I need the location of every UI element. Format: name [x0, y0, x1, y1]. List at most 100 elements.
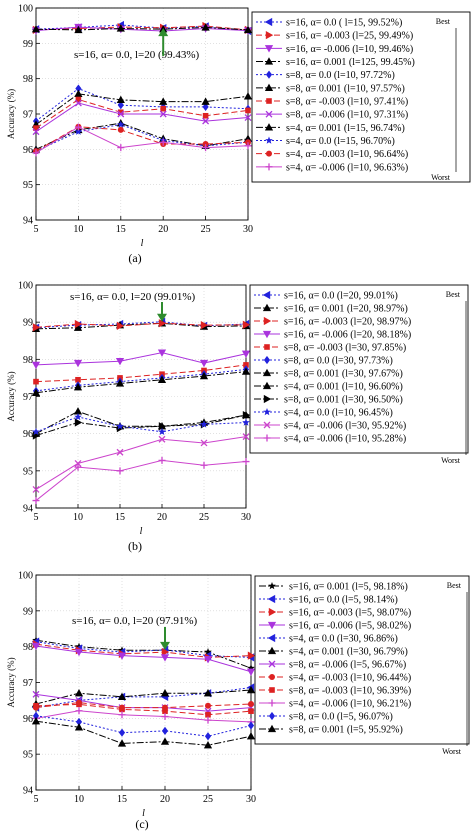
legend-label: s=4, α= -0.006 (l=10, 96.21%) — [289, 699, 411, 710]
legend-label: s=16, α= -0.003 (l=5, 98.07%) — [289, 608, 411, 619]
data-point — [118, 728, 126, 737]
data-point — [75, 376, 81, 383]
data-point — [204, 648, 212, 656]
data-point — [32, 690, 40, 698]
chart-panel-2: 94 95 96 97 98 99 100 5 10 15 20 25 30 l Accuracy (%) s… — [6, 571, 470, 831]
legend: s=16, α= 0.001 (l=5, 98.18%) s=16, α= 0.0… — [254, 575, 470, 756]
series-line — [35, 124, 249, 152]
annotation-text: s=16, α= 0.0, l=20 (97.91%) — [72, 615, 198, 627]
y-tick-label: 97 — [23, 392, 33, 403]
data-point — [32, 485, 40, 493]
legend-swatch-marker — [263, 316, 272, 326]
data-point — [75, 707, 83, 715]
data-point — [245, 107, 251, 114]
data-point — [74, 89, 83, 98]
series-line — [35, 410, 247, 435]
legend-label: s=8, α= 0.001 (l=5, 95.92%) — [289, 725, 403, 736]
data-point — [74, 723, 84, 731]
series-line — [35, 93, 249, 126]
legend-swatch-marker — [264, 344, 270, 350]
data-point — [115, 358, 125, 366]
series-line — [35, 126, 249, 152]
data-point — [32, 497, 40, 505]
legend-item: s=16, α= -0.006 (l=10, 99.46%) — [256, 44, 413, 55]
data-point — [116, 467, 124, 475]
x-tick-label: 25 — [201, 224, 211, 235]
panel-label: (c) — [135, 817, 148, 831]
legend-label: s=8, α= -0.003 (l=30, 97.85%) — [284, 343, 406, 354]
data-point — [31, 716, 41, 725]
data-point — [33, 125, 39, 131]
series-3 — [31, 642, 256, 676]
data-point — [73, 359, 83, 368]
legend-label: s=4, α= 0.0 (l=15, 96.70%) — [286, 136, 395, 147]
data-point — [116, 448, 124, 456]
legend-label: s=8, α= -0.003 (l=10, 96.39%) — [289, 686, 411, 697]
series-line — [35, 322, 247, 330]
legend-swatch-marker — [263, 394, 272, 404]
legend-item: s=8, α= -0.003 (l=10, 96.39%) — [259, 686, 411, 697]
data-point — [117, 101, 124, 110]
legend-label: s=16, α= 0.0 (l=5, 98.14%) — [289, 595, 398, 606]
data-point — [247, 664, 255, 672]
y-tick-label: 98 — [23, 355, 33, 366]
x-tick-label: 20 — [157, 512, 167, 523]
y-tick-label: 98 — [23, 74, 33, 85]
data-point — [33, 378, 39, 385]
data-point — [158, 435, 166, 443]
legend-worst-label: Worst — [442, 747, 462, 756]
y-tick-label: 98 — [23, 642, 33, 653]
data-point — [116, 321, 125, 330]
series-3 — [31, 349, 251, 370]
y-tick-label: 100 — [18, 571, 33, 582]
series-10 — [32, 433, 250, 493]
data-point — [203, 689, 213, 697]
series-line — [35, 352, 247, 366]
annotation-text: s=16, α= 0.0, l=20 (99.01%) — [70, 291, 196, 303]
y-axis-label: Accuracy (%) — [6, 89, 16, 139]
data-point — [76, 701, 82, 708]
chart-panel-1: 94 95 96 97 98 99 100 5 10 15 20 25 30 l Accuracy (%) s… — [6, 281, 469, 553]
series-line — [35, 702, 252, 709]
data-point — [32, 427, 40, 436]
legend-label: s=4, α= 0.001 (l=10, 96.60%) — [284, 382, 403, 393]
series-line — [35, 321, 247, 329]
legend-frame — [254, 575, 470, 745]
legend: s=16, α= 0.0 ( l=15, 99.52%) s=16, α= -0.… — [251, 11, 471, 183]
data-point — [200, 321, 209, 330]
legend-best-label: Best — [446, 290, 461, 299]
data-point — [158, 319, 167, 328]
legend-item: s=4, α= -0.006 (l=10, 96.63%) — [256, 162, 408, 173]
data-point — [202, 112, 209, 119]
y-axis-label: Accuracy (%) — [6, 657, 16, 707]
legend-item: s=16, α= 0.0 ( l=15, 99.52%) — [256, 18, 402, 29]
data-point — [161, 647, 170, 657]
series-line — [35, 322, 247, 328]
legend-swatch-marker — [268, 699, 276, 707]
legend-label: s=4, α= 0.0 (l=10, 96.45%) — [284, 408, 393, 419]
series-8 — [33, 701, 254, 718]
legend-swatch-marker — [267, 633, 276, 643]
data-point — [243, 25, 253, 34]
data-point — [203, 740, 213, 749]
x-tick-label: 5 — [34, 224, 39, 235]
legend-item: s=4, α= 0.001 (l=10, 96.60%) — [254, 382, 403, 393]
series-8 — [32, 410, 251, 440]
data-point — [116, 24, 125, 32]
legend-swatch-marker — [262, 368, 272, 377]
data-point — [117, 126, 124, 133]
legend-swatch-marker — [265, 163, 273, 171]
panel-label: (a) — [128, 251, 141, 265]
data-point — [242, 410, 251, 420]
legend-swatch-marker — [262, 330, 272, 339]
legend-item: s=8, α= 0.0 (l=30, 97.73%) — [254, 356, 393, 367]
data-point — [202, 141, 209, 148]
legend-item: s=4, α= -0.003 (l=10, 96.44%) — [259, 673, 411, 684]
legend-label: s=4, α= 0.0 (l=30, 96.86%) — [289, 634, 398, 645]
y-tick-label: 95 — [23, 466, 33, 477]
legend-item: s=16, α= 0.001 (l=20, 98.97%) — [254, 304, 408, 315]
y-tick-label: 94 — [23, 216, 33, 227]
plot-frame — [35, 574, 252, 791]
legend-item: s=4, α= 0.0 (l=30, 96.86%) — [259, 634, 398, 645]
